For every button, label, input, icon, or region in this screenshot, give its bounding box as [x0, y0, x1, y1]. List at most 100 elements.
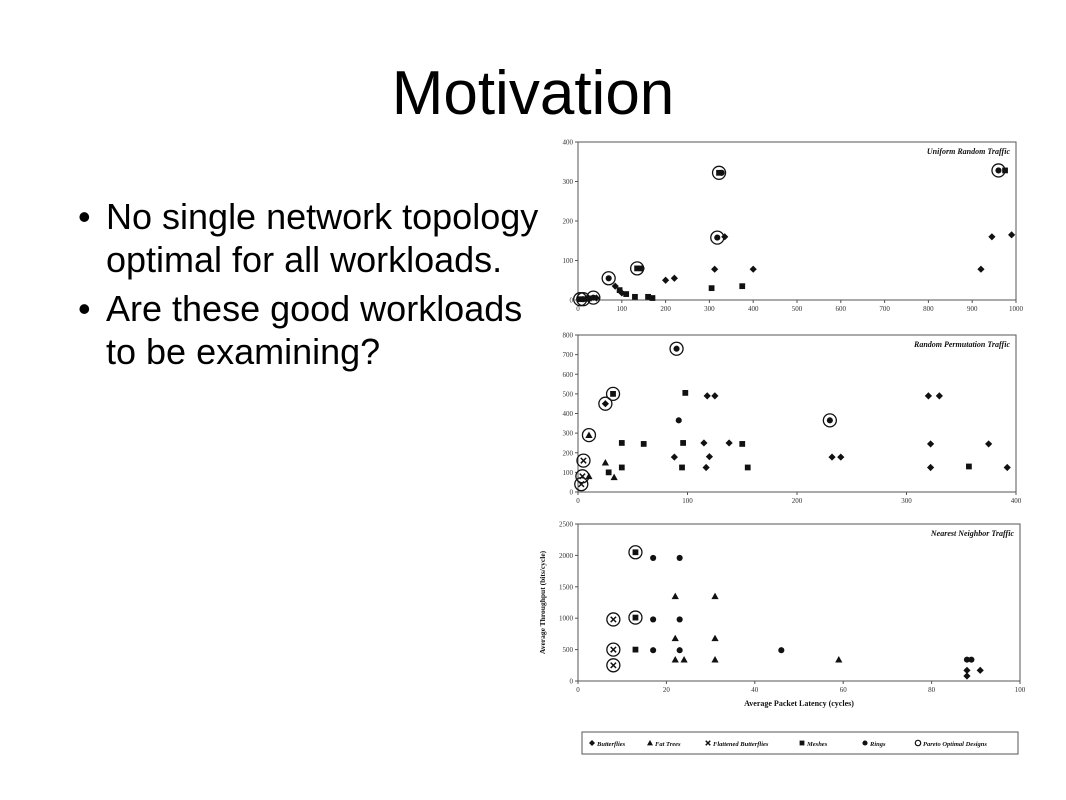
x-tick-label: 20: [663, 686, 671, 694]
data-point: [1008, 231, 1016, 239]
x-tick-label: 1000: [1009, 305, 1024, 313]
data-point: [963, 656, 971, 663]
data-point: [586, 295, 592, 302]
data-point: [632, 549, 639, 556]
x-tick-label: 200: [660, 305, 671, 313]
y-tick-label: 0: [570, 678, 574, 686]
data-point: [610, 646, 617, 653]
data-point: [579, 473, 586, 480]
x-tick-label: 900: [967, 305, 978, 313]
data-point: [632, 293, 638, 300]
data-point: [711, 634, 719, 642]
pareto-ring: [576, 453, 591, 468]
data-point: [926, 440, 935, 448]
data-point: [711, 592, 719, 600]
data-point: [610, 662, 617, 669]
chart-title: Nearest Neighbor Traffic: [930, 529, 1015, 538]
data-point: [703, 392, 711, 400]
data-point: [835, 656, 843, 663]
plot-frame: [577, 334, 1017, 493]
pareto-ring: [598, 396, 613, 411]
x-tick-label: 100: [682, 497, 693, 505]
data-point: [739, 441, 746, 447]
data-point: [610, 473, 618, 481]
data-point: [837, 453, 845, 461]
y-tick-label: 400: [563, 410, 574, 418]
data-point: [649, 295, 656, 301]
data-point: [682, 390, 689, 396]
y-tick-label: 0: [570, 297, 574, 305]
data-point: [577, 296, 584, 303]
pareto-ring: [581, 427, 597, 443]
data-point: [634, 265, 641, 272]
legend-swatch: [705, 740, 711, 746]
data-point: [985, 440, 993, 448]
data-point: [711, 265, 719, 273]
pareto-ring: [628, 610, 643, 625]
x-tick-label: 100: [617, 305, 628, 313]
data-point: [645, 293, 651, 300]
chart-title: Random Permutation Traffic: [913, 340, 1010, 349]
y-tick-label: 600: [563, 371, 574, 379]
legend-label: Flattened Butterflies: [713, 741, 769, 748]
y-tick-label: 200: [563, 218, 574, 226]
data-point: [632, 614, 639, 621]
data-point: [705, 453, 713, 461]
data-point: [618, 464, 625, 471]
data-point: [988, 233, 996, 241]
pareto-ring: [601, 271, 616, 286]
data-point: [670, 453, 678, 461]
chart-legend: Butterflies Fat Trees Flattened Butterflie…: [581, 731, 1019, 755]
y-tick-label: 200: [563, 449, 574, 457]
data-point: [700, 439, 708, 447]
chart-title: Uniform Random Traffic: [927, 147, 1011, 156]
legend-swatch: [799, 740, 805, 746]
data-point: [966, 463, 972, 470]
data-point: [671, 592, 679, 600]
bullet-text: Are these good workloads to be examining…: [106, 288, 523, 372]
legend-label: Fat Trees: [655, 741, 681, 748]
legend-swatch: [862, 740, 868, 746]
data-point: [650, 647, 657, 654]
x-tick-label: 600: [836, 305, 847, 313]
legend-swatch: [647, 740, 653, 746]
data-point: [708, 285, 715, 292]
x-tick-label: 800: [923, 305, 934, 313]
data-point: [585, 472, 593, 480]
x-axis-label: Average Packet Latency (cycles): [744, 699, 854, 708]
x-tick-label: 200: [792, 497, 803, 505]
data-point: [924, 392, 932, 400]
y-tick-label: 300: [563, 430, 574, 438]
x-tick-label: 60: [840, 686, 848, 694]
data-point: [702, 463, 710, 472]
y-tick-label: 300: [563, 178, 574, 186]
x-tick-label: 300: [901, 497, 912, 505]
data-point: [749, 265, 757, 273]
x-tick-label: 40: [751, 686, 759, 694]
data-point: [650, 616, 657, 623]
data-point: [711, 656, 719, 663]
data-point: [995, 167, 1002, 174]
legend-swatch: [589, 740, 595, 746]
data-point: [725, 439, 733, 447]
chart-panel: 0 20 40 60 80 10005001000150020002500Nearest …: [538, 521, 1026, 709]
data-point: [671, 656, 679, 663]
data-point: [739, 283, 746, 290]
bullet-item: • Are these good workloads to be examini…: [78, 287, 548, 373]
data-point: [610, 390, 616, 397]
data-point: [601, 458, 609, 466]
data-point: [671, 634, 679, 642]
data-point: [718, 169, 725, 176]
data-point: [673, 345, 680, 352]
y-tick-label: 700: [563, 351, 574, 359]
plot-frame: [577, 523, 1021, 682]
data-point: [676, 616, 683, 623]
data-point: [618, 440, 625, 446]
data-point: [826, 417, 833, 424]
legend-label: Pareto Optimal Designs: [923, 741, 987, 748]
data-point: [638, 265, 645, 272]
data-point: [585, 431, 593, 438]
data-point: [601, 400, 609, 408]
y-tick-label: 800: [563, 332, 574, 340]
y-tick-label: 100: [563, 257, 574, 265]
